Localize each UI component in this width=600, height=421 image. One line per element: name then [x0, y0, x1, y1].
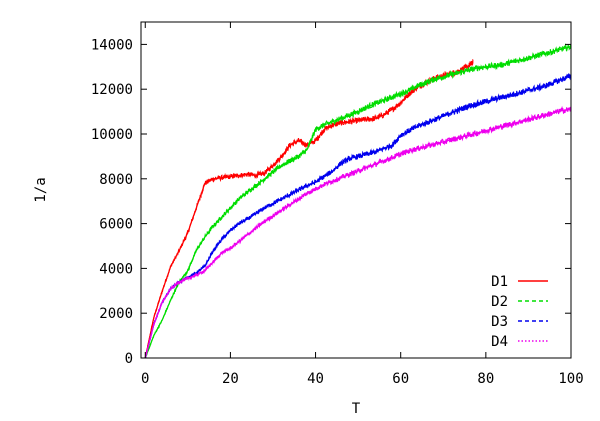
y-tick-label-5: 10000	[91, 127, 133, 143]
series-d4-line	[144, 108, 572, 359]
x-tick-label-2: 40	[307, 371, 324, 387]
y-axis-title: 1/a	[33, 177, 49, 202]
y-tick-label-0: 0	[125, 351, 133, 367]
x-tick-label-3: 60	[392, 371, 409, 387]
x-tick-label-0: 0	[141, 371, 149, 387]
plot-frame	[140, 21, 572, 359]
series-d3-line	[144, 75, 572, 359]
legend-label-d3: D3	[491, 314, 508, 330]
ticks-layer: 0 20 40 60 80 100 0 2000 4000 6000 8000 10000 12000 1…	[91, 22, 584, 387]
y-tick-label-2: 4000	[99, 261, 133, 277]
series-layer	[144, 43, 572, 359]
series-d1-noise	[144, 59, 474, 358]
x-tick-label-4: 80	[477, 371, 494, 387]
legend-label-d2: D2	[491, 294, 508, 310]
legend: D1 D2 D3 D4	[491, 274, 548, 350]
y-tick-label-3: 6000	[99, 217, 133, 233]
y-tick-label-7: 14000	[91, 37, 133, 53]
x-axis-title: T	[352, 401, 361, 417]
y-tick-label-6: 12000	[91, 82, 133, 98]
series-d3-noise	[144, 72, 572, 359]
y-tick-label-1: 2000	[99, 306, 133, 322]
legend-label-d4: D4	[491, 334, 508, 350]
series-d2-line	[144, 46, 572, 359]
x-tick-label-5: 100	[558, 371, 583, 387]
series-d2-noise	[145, 43, 572, 359]
legend-label-d1: D1	[491, 274, 508, 290]
x-tick-label-1: 20	[222, 371, 239, 387]
y-tick-label-4: 8000	[99, 172, 133, 188]
series-d1-line	[144, 61, 474, 359]
